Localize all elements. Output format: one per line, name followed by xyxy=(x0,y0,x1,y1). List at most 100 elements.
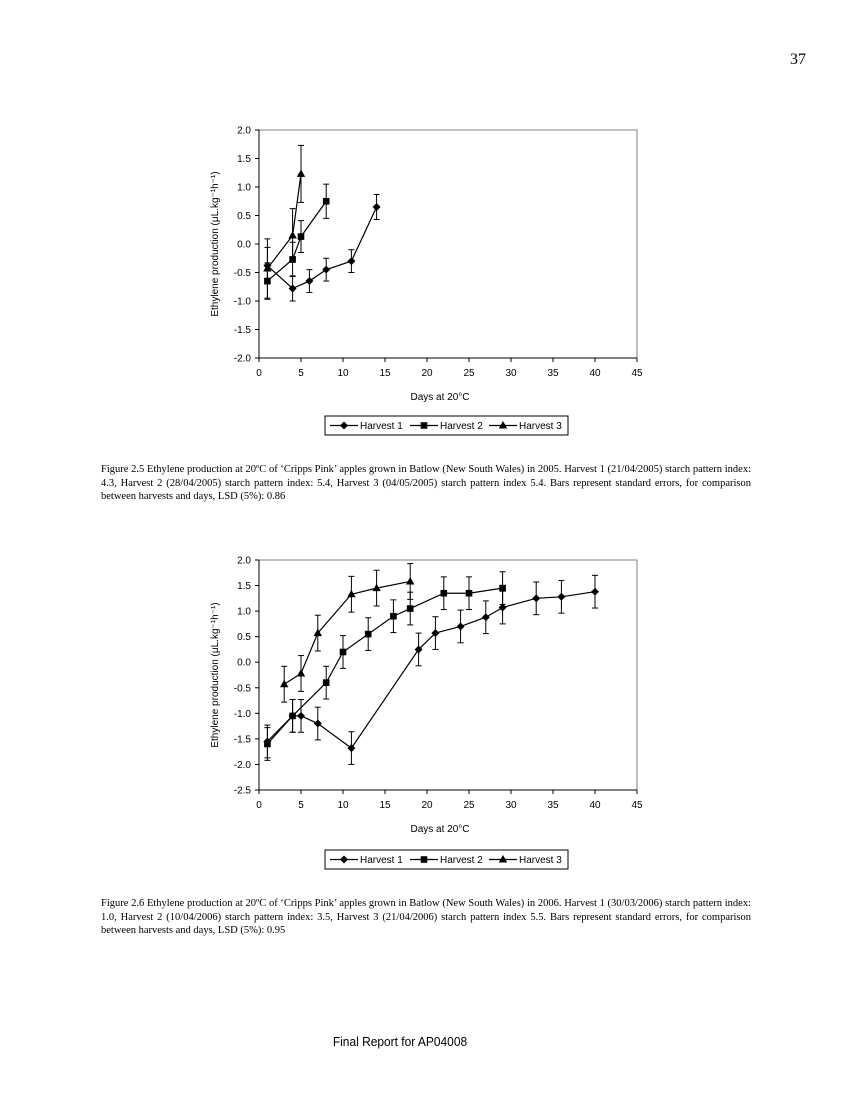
data-point xyxy=(414,645,423,654)
data-point xyxy=(406,576,415,585)
data-point xyxy=(481,613,490,622)
y-tick-label: 2.0 xyxy=(237,556,251,567)
data-point xyxy=(372,202,381,211)
x-tick-label: 45 xyxy=(631,368,643,379)
legend-marker xyxy=(420,422,428,429)
x-tick-label: 30 xyxy=(505,800,517,811)
data-point xyxy=(372,583,381,592)
data-point xyxy=(280,679,289,688)
page-footer: Final Report for AP04008 xyxy=(332,1034,468,1049)
data-point xyxy=(288,284,297,293)
data-point xyxy=(296,668,306,677)
series-line xyxy=(266,173,302,269)
data-point xyxy=(499,584,506,592)
x-axis-label: Days at 20°C xyxy=(410,392,469,403)
y-tick-label: -2.5 xyxy=(234,786,252,797)
data-point xyxy=(322,679,330,686)
x-tick-label: 30 xyxy=(505,368,517,379)
figure-2-5-chart: 2.0 1.5 1.0 0.5 0.0 -0.5 -1.0 -1.5 -2.0 0 5 10 15 20 2… xyxy=(0,118,850,448)
legend: Harvest 1 Harvest 2 Harvest 3 xyxy=(324,415,569,436)
series-line xyxy=(267,200,327,282)
data-point xyxy=(296,169,306,177)
y-tick-label: 2.0 xyxy=(237,126,251,137)
data-point xyxy=(305,277,314,286)
data-point xyxy=(498,603,507,612)
y-tick-label: 1.5 xyxy=(237,154,251,165)
y-tick-label: 0.0 xyxy=(237,658,251,669)
x-tick-label: 35 xyxy=(547,368,559,379)
data-point xyxy=(465,589,473,597)
y-axis-label: Ethylene production (μL.kg⁻¹h⁻¹) xyxy=(210,602,221,747)
data-point xyxy=(347,589,356,598)
series-line xyxy=(266,587,503,745)
chart-svg-2006: 2.0 1.5 1.0 0.5 0.0 -0.5 -1.0 -1.5 -2.0 -2.5 0 5 10 1… xyxy=(210,556,643,870)
page-number: 37 xyxy=(790,51,806,68)
data-point xyxy=(289,712,296,720)
data-point xyxy=(347,257,356,266)
data-point xyxy=(322,265,331,274)
data-point xyxy=(390,612,397,620)
series-harvest-2 xyxy=(264,571,506,761)
y-axis-label: Ethylene production (μL.kg⁻¹h⁻¹) xyxy=(210,171,221,316)
data-point xyxy=(313,719,322,728)
x-tick-label: 20 xyxy=(421,368,433,379)
y-tick-label: -2.0 xyxy=(234,760,252,771)
y-tick-label: 1.0 xyxy=(237,607,251,618)
data-point xyxy=(532,594,541,603)
data-point xyxy=(347,744,356,753)
y-tick-label: -0.5 xyxy=(234,268,252,279)
y-tick-label: -2.0 xyxy=(234,354,252,365)
legend-box xyxy=(324,415,569,436)
legend-label: Harvest 2 xyxy=(440,421,483,432)
data-point xyxy=(431,629,440,638)
data-point xyxy=(313,628,322,637)
x-tick-label: 45 xyxy=(631,800,643,811)
data-point xyxy=(297,233,305,240)
chart-svg-2005: 2.0 1.5 1.0 0.5 0.0 -0.5 -1.0 -1.5 -2.0 0 5 10 15 20 2… xyxy=(210,126,643,436)
x-tick-label: 40 xyxy=(589,800,601,811)
data-point xyxy=(264,740,271,748)
y-tick-label: 0.5 xyxy=(237,211,251,222)
data-point xyxy=(297,711,305,720)
legend-marker xyxy=(498,421,508,429)
legend-label: Harvest 3 xyxy=(519,855,562,866)
legend-marker xyxy=(340,421,348,430)
legend-label: Harvest 1 xyxy=(360,421,403,432)
x-tick-label: 20 xyxy=(421,800,433,811)
plot-area-frame xyxy=(258,129,638,359)
series-harvest-3 xyxy=(263,144,306,299)
legend: Harvest 1 Harvest 2 Harvest 3 xyxy=(324,849,569,870)
data-point xyxy=(339,648,347,656)
legend-label: Harvest 2 xyxy=(440,855,483,866)
data-point xyxy=(591,587,599,596)
x-tick-label: 0 xyxy=(256,368,262,379)
y-tick-label: -0.5 xyxy=(234,683,252,694)
x-tick-label: 0 xyxy=(256,800,262,811)
legend-marker xyxy=(420,856,428,863)
y-tick-label: -1.0 xyxy=(234,297,252,308)
data-point xyxy=(364,630,372,638)
data-point xyxy=(456,622,465,631)
y-tick-label: -1.0 xyxy=(234,709,252,720)
y-tick-label: 0.0 xyxy=(237,240,251,251)
x-tick-label: 5 xyxy=(298,368,304,379)
y-tick-label: 1.5 xyxy=(237,581,251,592)
x-tick-label: 25 xyxy=(463,368,475,379)
figure-2-6-chart: 2.0 1.5 1.0 0.5 0.0 -0.5 -1.0 -1.5 -2.0 -2.5 0 5 10 1… xyxy=(0,550,850,880)
data-point xyxy=(288,230,297,239)
x-tick-label: 10 xyxy=(337,368,349,379)
legend-marker xyxy=(340,855,348,864)
x-tick-label: 5 xyxy=(298,800,304,811)
x-tick-label: 10 xyxy=(337,800,349,811)
legend-marker xyxy=(498,855,508,863)
series-harvest-1 xyxy=(263,574,599,765)
series-harvest-1 xyxy=(263,193,381,302)
data-point xyxy=(322,197,330,205)
figure-2-6-caption: Figure 2.6 Ethylene production at 20ºC o… xyxy=(101,898,751,936)
legend-box xyxy=(324,849,569,870)
y-tick-label: 1.0 xyxy=(237,183,251,194)
legend-label: Harvest 3 xyxy=(519,421,562,432)
data-point xyxy=(557,592,566,601)
x-tick-label: 15 xyxy=(379,368,391,379)
figure-2-5-caption: Figure 2.5 Ethylene production at 20ºC o… xyxy=(101,464,751,502)
